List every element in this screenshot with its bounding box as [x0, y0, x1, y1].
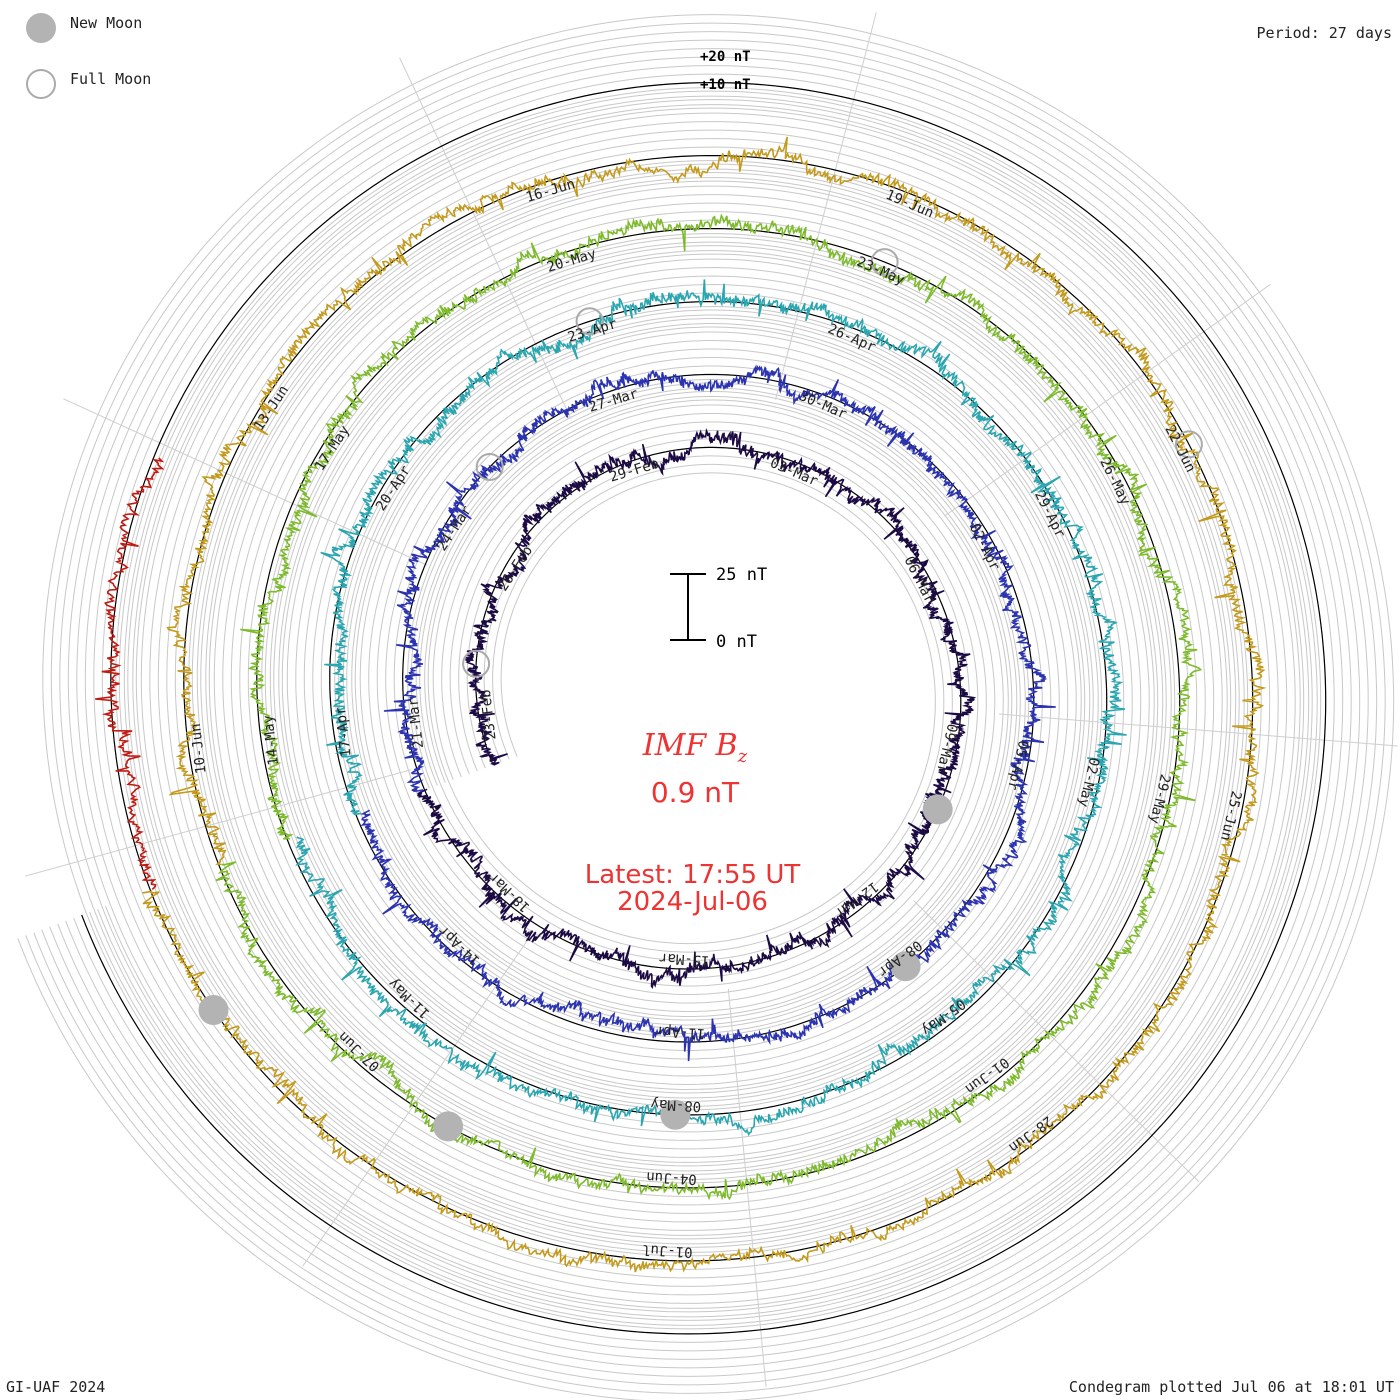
credit-label: GI-UAF 2024 [6, 1378, 106, 1396]
date-label: 06-Mar [901, 554, 938, 606]
full-moon-marker [462, 649, 491, 678]
new-moon-label: New Moon [70, 14, 143, 32]
moon-markers [198, 248, 1203, 1142]
bz-series [95, 136, 1267, 1273]
date-label: 10-Jun [188, 723, 210, 775]
scale-low-label: 0 nT [716, 632, 757, 652]
grid-ring [65, 65, 1344, 1352]
full-moon-marker [870, 248, 899, 277]
day-spoke [63, 398, 428, 566]
title-main: IMF B [642, 728, 738, 763]
series-rot-jul [95, 457, 165, 890]
date-label: 23-Feb [478, 689, 500, 741]
date-label: 22-Jun [1161, 423, 1198, 475]
scale-high-label: 25 nT [716, 565, 767, 585]
full-moon-marker [475, 453, 504, 481]
grid-ring [81, 82, 1327, 1335]
new-moon-marker [433, 1111, 464, 1142]
full-moon-marker [1174, 430, 1203, 459]
new-moon-marker [198, 995, 229, 1025]
date-label: 17-Apr [333, 706, 355, 758]
grid-ring [97, 99, 1310, 1318]
grid-ring [33, 31, 1378, 1386]
full-moon-icon [26, 69, 56, 99]
date-label: 02-May [1075, 756, 1102, 809]
day-spokes [25, 12, 1398, 1387]
series-rot-apr [295, 279, 1127, 1137]
date-label: 11-Apr [654, 1022, 705, 1041]
ring-label-20: +20 nT [700, 49, 751, 65]
grid-ring [57, 56, 1352, 1360]
day-spoke [727, 988, 767, 1387]
latest-time: Latest: 17:55 UT [584, 860, 801, 890]
date-label: 26-May [1096, 456, 1133, 508]
new-moon-icon [26, 13, 56, 43]
series-rot-jun [142, 136, 1267, 1273]
latest-date: 2024-Jul-06 [617, 887, 768, 917]
chart-title: IMF Bz [560, 728, 830, 767]
grid-ring [41, 39, 1369, 1377]
series-rot-feb [417, 427, 977, 990]
date-label: 04-Jun [646, 1168, 697, 1187]
zero-baseline [81, 81, 1327, 1335]
date-label: 01-Jul [642, 1241, 693, 1260]
plotted-label: Condegram plotted Jul 06 at 18:01 UT [1068, 1378, 1394, 1396]
grid-ring [49, 48, 1361, 1369]
grid-ring [89, 90, 1318, 1326]
date-label: 08-May [650, 1095, 701, 1114]
date-label: 15-Mar [659, 950, 710, 969]
full-moon-marker [575, 307, 604, 336]
new-moon-marker [922, 794, 953, 825]
date-label: 14-May [260, 714, 282, 766]
new-moon-marker [890, 951, 921, 982]
ring-label-10: +10 nT [700, 77, 751, 93]
day-spoke [913, 900, 1199, 1182]
day-spoke [775, 12, 877, 400]
baseline-spiral [81, 81, 1327, 1335]
day-spoke [999, 713, 1398, 747]
date-label: 21-Mar [405, 697, 427, 749]
current-value: 0.9 nT [650, 776, 740, 809]
full-moon-label: Full Moon [70, 70, 152, 88]
day-spoke [399, 57, 572, 420]
scale-bar: 25 nT 0 nT [670, 565, 767, 652]
title-subscript: z [737, 746, 748, 767]
period-label: Period: 27 days [1256, 24, 1392, 42]
day-spoke [944, 283, 1271, 517]
grid-ring [105, 107, 1301, 1309]
grid-ring [73, 73, 1335, 1343]
new-moon-marker [660, 1099, 691, 1130]
series-rot-mar [360, 364, 1056, 1062]
series-rot-may [215, 213, 1203, 1201]
